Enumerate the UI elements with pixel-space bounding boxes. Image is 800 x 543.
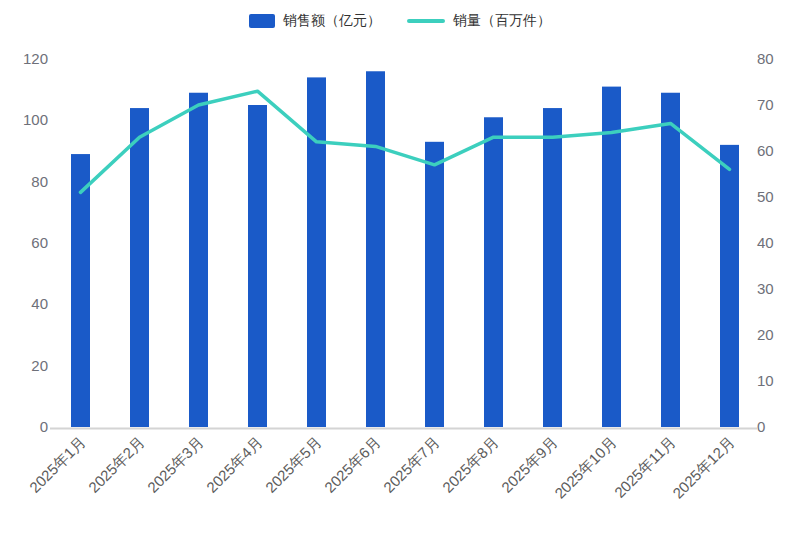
x-axis-label-2025年12月: 2025年12月 xyxy=(669,433,738,502)
left-axis-label-40: 40 xyxy=(31,295,48,312)
bar-2025年6月[interactable] xyxy=(366,71,385,427)
left-axis-label-20: 20 xyxy=(31,357,48,374)
left-axis-label-120: 120 xyxy=(23,50,48,67)
bar-2025年7月[interactable] xyxy=(425,142,444,427)
x-axis-label-2025年8月: 2025年8月 xyxy=(439,433,502,496)
x-axis-label-2025年9月: 2025年9月 xyxy=(498,433,561,496)
x-axis-label-2025年5月: 2025年5月 xyxy=(262,433,325,496)
right-axis-label-80: 80 xyxy=(757,50,774,67)
x-axis-label-2025年1月: 2025年1月 xyxy=(26,433,89,496)
bar-2025年5月[interactable] xyxy=(307,77,326,427)
x-axis-label-2025年6月: 2025年6月 xyxy=(321,433,384,496)
right-axis-label-50: 50 xyxy=(757,188,774,205)
bar-2025年12月[interactable] xyxy=(720,145,739,427)
x-axis-label-2025年3月: 2025年3月 xyxy=(144,433,207,496)
left-axis-label-100: 100 xyxy=(23,111,48,128)
left-axis-label-60: 60 xyxy=(31,234,48,251)
bar-2025年2月[interactable] xyxy=(130,108,149,427)
bar-2025年10月[interactable] xyxy=(602,87,621,427)
right-axis-label-0: 0 xyxy=(757,418,765,435)
right-axis-label-10: 10 xyxy=(757,372,774,389)
chart-page: 销售额（亿元） 销量（百万件） 020406080100120010203040… xyxy=(0,0,800,543)
x-axis-label-2025年10月: 2025年10月 xyxy=(551,433,620,502)
bar-2025年9月[interactable] xyxy=(543,108,562,427)
right-axis-label-70: 70 xyxy=(757,96,774,113)
right-axis-label-40: 40 xyxy=(757,234,774,251)
left-axis-label-80: 80 xyxy=(31,173,48,190)
combo-chart: 020406080100120010203040506070802025年1月2… xyxy=(0,0,800,543)
x-axis-label-2025年4月: 2025年4月 xyxy=(203,433,266,496)
bar-2025年11月[interactable] xyxy=(661,93,680,427)
bar-2025年4月[interactable] xyxy=(248,105,267,427)
right-axis-label-60: 60 xyxy=(757,142,774,159)
x-axis-label-2025年7月: 2025年7月 xyxy=(380,433,443,496)
chart-svg: 020406080100120010203040506070802025年1月2… xyxy=(0,0,800,543)
bar-2025年1月[interactable] xyxy=(71,154,90,427)
right-axis-label-30: 30 xyxy=(757,280,774,297)
x-axis-label-2025年11月: 2025年11月 xyxy=(611,433,679,501)
bar-2025年8月[interactable] xyxy=(484,117,503,427)
right-axis-label-20: 20 xyxy=(757,326,774,343)
volume-line[interactable] xyxy=(81,91,730,192)
bar-2025年3月[interactable] xyxy=(189,93,208,427)
x-axis-label-2025年2月: 2025年2月 xyxy=(85,433,148,496)
left-axis-label-0: 0 xyxy=(40,418,48,435)
